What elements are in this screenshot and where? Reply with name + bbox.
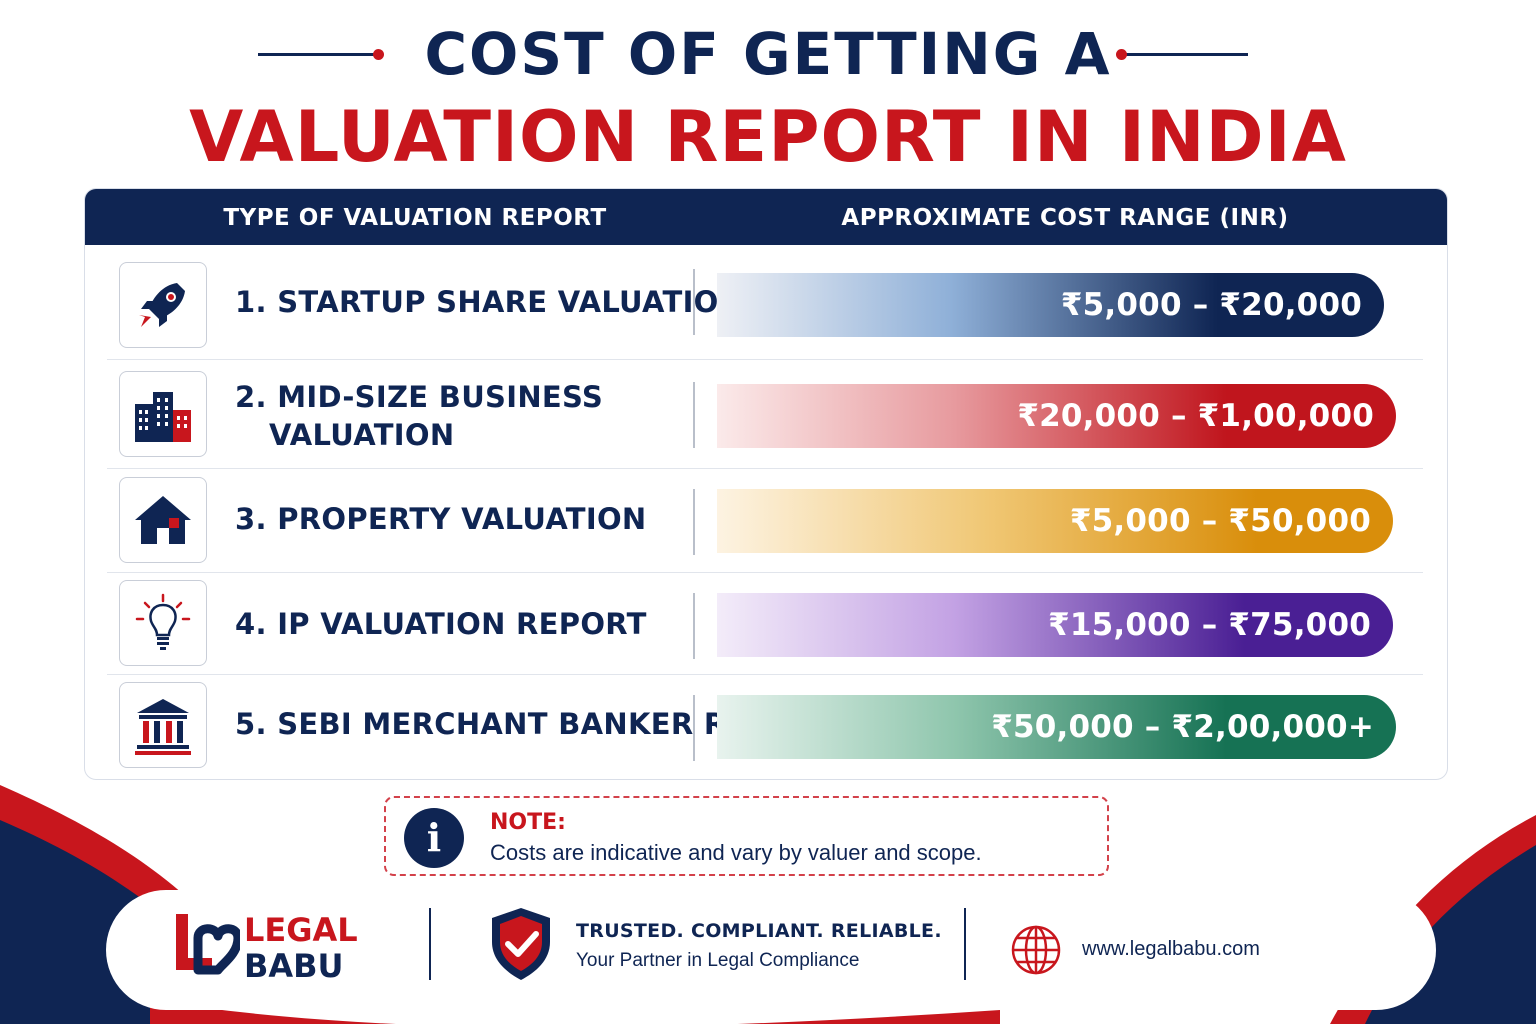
website-link[interactable]: www.legalbabu.com — [1082, 938, 1260, 960]
rocket-icon — [119, 262, 207, 348]
row-divider — [693, 382, 695, 448]
cost-bar: ₹5,000 – ₹50,000 — [717, 489, 1393, 553]
table-row: 5. SEBI MERCHANT BANKER REPORT ₹50,000 –… — [107, 675, 1423, 779]
note-box: i NOTE: Costs are indicative and vary by… — [384, 796, 1109, 876]
lightbulb-icon — [119, 580, 207, 666]
row-divider — [693, 269, 695, 335]
globe-icon — [1011, 925, 1061, 975]
cost-bar: ₹20,000 – ₹1,00,000 — [717, 384, 1396, 448]
house-icon — [119, 477, 207, 563]
footer-divider — [964, 908, 966, 980]
note-body: Costs are indicative and vary by valuer … — [490, 840, 982, 865]
footer-panel — [106, 890, 1436, 1010]
page-title: COST OF GETTING A VALUATION REPORT IN IN… — [0, 18, 1536, 180]
cost-bar: ₹15,000 – ₹75,000 — [717, 593, 1393, 657]
buildings-icon — [119, 371, 207, 457]
footer-tagline: TRUSTED. COMPLIANT. RELIABLE. — [576, 920, 942, 942]
cost-bar: ₹5,000 – ₹20,000 — [717, 273, 1384, 337]
table-row: 1. STARTUP SHARE VALUATION ₹5,000 – ₹20,… — [107, 245, 1423, 360]
info-icon: i — [404, 808, 464, 868]
brand-logo[interactable]: LEGAL BABU — [244, 912, 358, 984]
title-decoration-right — [1116, 49, 1248, 60]
shield-check-icon — [492, 908, 550, 980]
brand-line-1: LEGAL — [244, 911, 358, 949]
cost-value: ₹50,000 – ₹2,00,000+ — [991, 709, 1374, 745]
row-label: 2. MID-SIZE BUSINESS VALUATION — [235, 378, 603, 454]
row-label: 1. STARTUP SHARE VALUATION — [235, 285, 744, 319]
cost-table: TYPE OF VALUATION REPORT APPROXIMATE COS… — [84, 188, 1448, 780]
column-header-cost: APPROXIMATE COST RANGE (INR) — [841, 205, 1289, 231]
row-label-line-1: 2. MID-SIZE BUSINESS — [235, 380, 604, 414]
title-line-1: COST OF GETTING A — [424, 20, 1112, 88]
cost-value: ₹20,000 – ₹1,00,000 — [1017, 398, 1374, 434]
logo-icon — [176, 914, 240, 975]
title-decoration-left — [258, 49, 384, 60]
cost-value: ₹5,000 – ₹50,000 — [1069, 503, 1371, 539]
footer: LEGAL BABU TRUSTED. COMPLIANT. RELIABLE.… — [106, 890, 1436, 1010]
footer-subtagline: Your Partner in Legal Compliance — [576, 950, 860, 971]
row-divider — [693, 695, 695, 761]
footer-divider — [429, 908, 431, 980]
row-divider — [693, 489, 695, 555]
table-row: 2. MID-SIZE BUSINESS VALUATION ₹20,000 –… — [107, 360, 1423, 469]
row-label: 3. PROPERTY VALUATION — [235, 502, 647, 536]
note-title: NOTE: — [490, 810, 566, 835]
table-row: 3. PROPERTY VALUATION ₹5,000 – ₹50,000 — [107, 469, 1423, 573]
table-row: 4. IP VALUATION REPORT ₹15,000 – ₹75,000 — [107, 573, 1423, 675]
title-line-2: VALUATION REPORT IN INDIA — [189, 96, 1347, 178]
cost-value: ₹5,000 – ₹20,000 — [1060, 287, 1362, 323]
column-header-type: TYPE OF VALUATION REPORT — [223, 205, 607, 231]
cost-value: ₹15,000 – ₹75,000 — [1048, 607, 1371, 643]
row-label-line-2: VALUATION — [269, 418, 455, 452]
brand-line-2: BABU — [244, 947, 344, 985]
table-header: TYPE OF VALUATION REPORT APPROXIMATE COS… — [85, 189, 1447, 245]
row-divider — [693, 593, 695, 659]
cost-bar: ₹50,000 – ₹2,00,000+ — [717, 695, 1396, 759]
bank-icon — [119, 682, 207, 768]
row-label: 4. IP VALUATION REPORT — [235, 607, 647, 641]
